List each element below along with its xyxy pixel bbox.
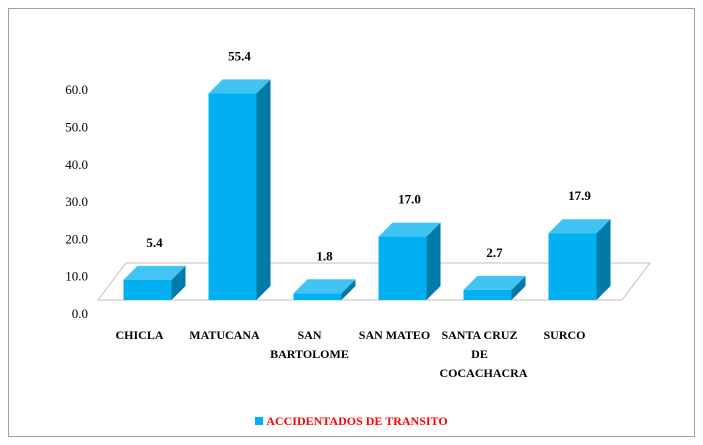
y-tick-label: 40.0 (65, 157, 88, 172)
y-tick-label: 10.0 (65, 269, 88, 284)
bar-side (426, 222, 441, 300)
bar (378, 236, 427, 300)
data-label: 55.4 (228, 48, 251, 63)
bar-top (123, 265, 186, 280)
x-tick-label: SAN MATEO (358, 328, 431, 342)
bar (548, 233, 597, 300)
data-label: 17.0 (398, 192, 421, 207)
y-tick-label: 60.0 (65, 82, 88, 97)
bar-side (256, 79, 271, 300)
y-tick-label: 30.0 (65, 194, 88, 209)
x-tick-label: SANTA CRUZ DE COCACHACRA (439, 328, 528, 380)
bar (463, 289, 512, 300)
y-tick-label: 20.0 (65, 231, 88, 246)
bar-top (293, 279, 356, 294)
legend-label: ACCIDENTADOS DE TRANSITO (266, 414, 448, 428)
bar-side (341, 279, 356, 300)
bar (293, 293, 342, 300)
x-tick-label: SURCO (543, 328, 586, 342)
bar (123, 279, 172, 300)
y-tick-label: 50.0 (65, 119, 88, 134)
x-tick-label: CHICLA (115, 328, 164, 342)
x-tick-label: MATUCANA (189, 328, 260, 342)
data-label: 5.4 (146, 235, 163, 250)
data-label: 17.9 (568, 188, 591, 203)
bar (208, 93, 257, 300)
bar-side (596, 219, 611, 300)
data-label: 1.8 (316, 248, 333, 263)
legend: ACCIDENTADOS DE TRANSITO (0, 414, 703, 429)
bar-side (511, 275, 526, 300)
bar-top (463, 275, 526, 290)
bar-top (208, 79, 271, 94)
bar-top (378, 222, 441, 237)
x-tick-label: SAN BARTOLOME (270, 328, 349, 361)
legend-swatch (255, 417, 264, 425)
y-tick-label: 0.0 (72, 306, 88, 321)
data-label: 2.7 (486, 245, 503, 260)
bar-top (548, 219, 611, 234)
bar-side (171, 265, 186, 300)
